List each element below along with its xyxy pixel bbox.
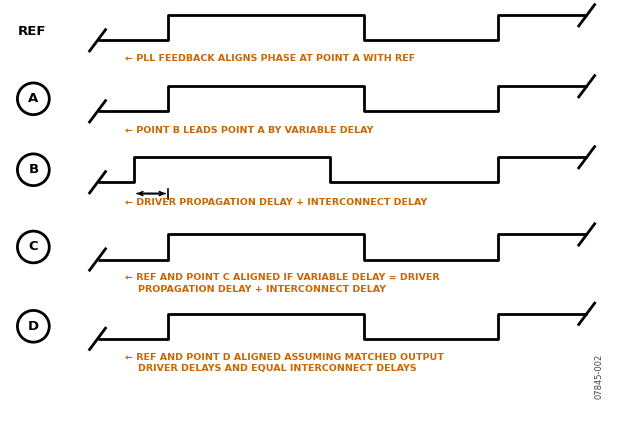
Text: ← POINT B LEADS POINT A BY VARIABLE DELAY: ← POINT B LEADS POINT A BY VARIABLE DELA… (125, 126, 373, 135)
Text: REF: REF (18, 25, 46, 38)
Text: B: B (28, 163, 38, 176)
Text: A: A (28, 92, 38, 105)
Text: D: D (28, 320, 39, 333)
Text: ← PLL FEEDBACK ALIGNS PHASE AT POINT A WITH REF: ← PLL FEEDBACK ALIGNS PHASE AT POINT A W… (125, 54, 415, 63)
Ellipse shape (17, 154, 49, 186)
Text: ← DRIVER PROPAGATION DELAY + INTERCONNECT DELAY: ← DRIVER PROPAGATION DELAY + INTERCONNEC… (125, 198, 428, 207)
Text: C: C (28, 241, 38, 253)
Ellipse shape (17, 310, 49, 342)
Text: 07845-002: 07845-002 (594, 354, 603, 399)
Text: ← REF AND POINT C ALIGNED IF VARIABLE DELAY = DRIVER
    PROPAGATION DELAY + INT: ← REF AND POINT C ALIGNED IF VARIABLE DE… (125, 273, 440, 294)
Text: ← REF AND POINT D ALIGNED ASSUMING MATCHED OUTPUT
    DRIVER DELAYS AND EQUAL IN: ← REF AND POINT D ALIGNED ASSUMING MATCH… (125, 353, 444, 373)
Ellipse shape (17, 83, 49, 115)
Ellipse shape (17, 231, 49, 263)
